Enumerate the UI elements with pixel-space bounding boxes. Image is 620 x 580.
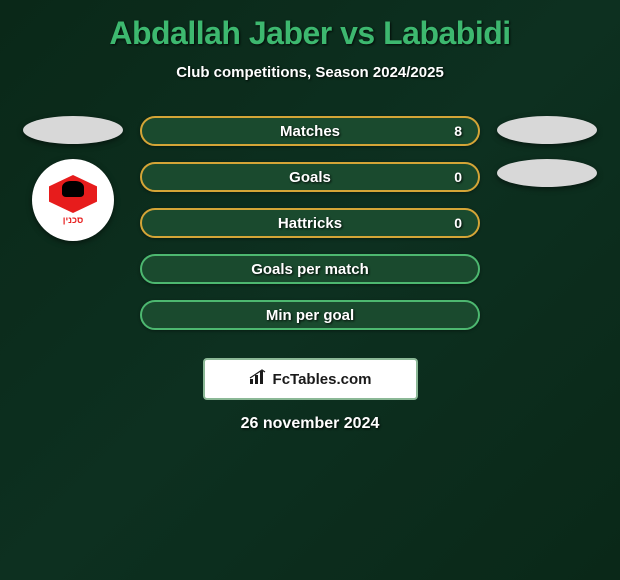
player-left-avatar-placeholder <box>23 116 123 144</box>
player-left-club-badge: סכנין <box>32 159 114 241</box>
player-right-club-badge-placeholder <box>497 159 597 187</box>
stat-value: 0 <box>454 169 462 185</box>
stats-bars-column: Matches 8 Goals 0 Hattricks 0 Goals per match M… <box>128 116 492 330</box>
stat-label: Goals <box>289 169 331 186</box>
stat-bar: Goals per match <box>140 254 480 284</box>
player-right-column <box>492 116 602 187</box>
stat-bar: Goals 0 <box>140 162 480 192</box>
badge-label: סכנין <box>63 215 84 225</box>
stat-value: 0 <box>454 215 462 231</box>
season-subtitle: Club competitions, Season 2024/2025 <box>10 64 610 81</box>
stat-bar: Matches 8 <box>140 116 480 146</box>
footer-date: 26 november 2024 <box>10 415 610 433</box>
chart-icon <box>249 369 267 390</box>
page-title: Abdallah Jaber vs Lababidi <box>10 15 610 52</box>
comparison-card: Abdallah Jaber vs Lababidi Club competit… <box>0 0 620 448</box>
badge-graphic: סכנין <box>41 168 105 232</box>
stat-label: Min per goal <box>266 307 354 324</box>
stat-label: Goals per match <box>251 261 369 278</box>
player-left-column: סכנין <box>18 116 128 241</box>
stat-bar: Hattricks 0 <box>140 208 480 238</box>
main-comparison-area: סכנין Matches 8 Goals 0 Hattricks 0 Goals per … <box>10 116 610 330</box>
footer-brand-box[interactable]: FcTables.com <box>203 358 418 400</box>
player-right-avatar-placeholder <box>497 116 597 144</box>
stat-bar: Min per goal <box>140 300 480 330</box>
footer-brand-text: FcTables.com <box>273 371 372 388</box>
badge-animal-silhouette <box>62 181 84 197</box>
badge-hexagon <box>49 175 97 213</box>
stat-label: Matches <box>280 123 340 140</box>
stat-value: 8 <box>454 123 462 139</box>
stat-label: Hattricks <box>278 215 342 232</box>
